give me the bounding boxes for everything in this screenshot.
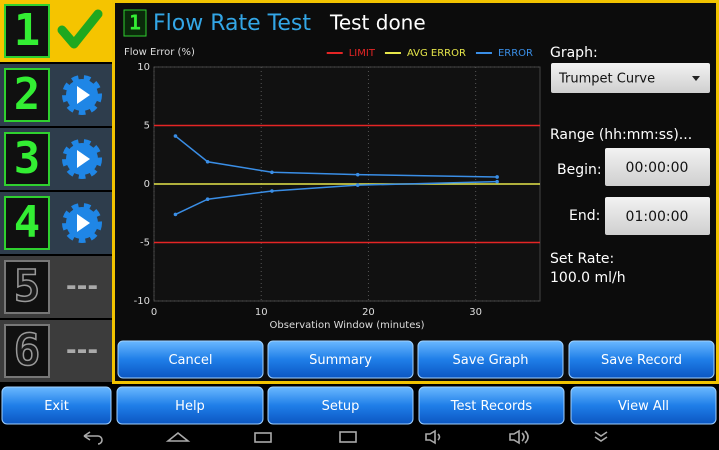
- rate-value: 100.0 ml/h: [550, 270, 626, 286]
- play-icon: [77, 86, 90, 104]
- step-digit-box: [4, 4, 50, 58]
- nav-vol-up[interactable]: [509, 429, 529, 445]
- y-tick-label: 0: [144, 179, 150, 190]
- step-digit-box: [4, 196, 50, 250]
- button-label[interactable]: View All: [618, 399, 669, 414]
- nav-recent[interactable]: [254, 432, 272, 443]
- x-tick-label: 0: [151, 307, 157, 318]
- button[interactable]: [417, 340, 564, 379]
- nav-hide[interactable]: [594, 431, 608, 442]
- step-digit: 3: [14, 133, 41, 184]
- end-label: End:: [569, 208, 600, 224]
- point: [270, 189, 274, 193]
- legend-label: AVG ERROR: [407, 48, 466, 59]
- point: [173, 212, 178, 217]
- step-number: 1: [129, 11, 141, 35]
- begin-field[interactable]: [605, 148, 710, 186]
- step-digit-box: [4, 260, 50, 314]
- graph-label: Graph:: [550, 45, 598, 61]
- y-tick-label: -10: [134, 296, 150, 307]
- nav-vol-down[interactable]: [425, 429, 441, 445]
- button[interactable]: [267, 340, 414, 379]
- y-tick-label: 5: [144, 121, 150, 132]
- graph-dropdown[interactable]: [551, 63, 710, 93]
- button[interactable]: [267, 386, 414, 425]
- x-tick-label: 30: [469, 307, 482, 318]
- button[interactable]: [1, 386, 112, 425]
- button[interactable]: [418, 386, 565, 425]
- step-digit: 2: [14, 69, 41, 120]
- y-tick-label: 10: [137, 62, 150, 73]
- point: [355, 172, 360, 177]
- button-label[interactable]: Summary: [309, 353, 372, 368]
- button-label[interactable]: Exit: [44, 399, 69, 414]
- button-label[interactable]: Help: [175, 399, 205, 414]
- nav-screenshot[interactable]: [339, 431, 357, 443]
- x-tick-label: 10: [255, 307, 268, 318]
- nav-bar: [83, 429, 608, 445]
- button-label[interactable]: Save Record: [601, 353, 682, 368]
- step-digit: 4: [14, 197, 41, 248]
- button[interactable]: [570, 386, 717, 425]
- point: [205, 159, 210, 164]
- title: Flow Rate Test: [153, 11, 311, 36]
- end-value[interactable]: 01:00:00: [626, 209, 689, 225]
- rate-label: Set Rate:: [550, 251, 614, 267]
- point: [495, 179, 499, 184]
- range-label: Range (hh:mm:ss)...: [550, 127, 692, 143]
- graph-value[interactable]: Trumpet Curve: [558, 72, 655, 87]
- legend-label: LIMIT: [349, 48, 376, 59]
- step-label: ---: [66, 272, 98, 302]
- button-label[interactable]: Setup: [322, 399, 360, 414]
- check-icon: [57, 9, 103, 49]
- play-icon: [77, 150, 90, 168]
- y-tick-label: -5: [140, 238, 150, 249]
- step-digit: 1: [14, 5, 41, 56]
- button-label[interactable]: Save Graph: [453, 353, 529, 368]
- step-digit-box: [4, 324, 50, 378]
- point: [495, 175, 499, 179]
- step-digit-box: [4, 132, 50, 186]
- point: [355, 183, 360, 187]
- status: Test done: [329, 11, 426, 35]
- step-label: ---: [66, 336, 98, 366]
- step-digit: 6: [14, 325, 41, 376]
- nav-home[interactable]: [165, 431, 191, 442]
- nav-back[interactable]: [83, 431, 103, 445]
- button[interactable]: [116, 386, 264, 425]
- button[interactable]: [117, 340, 264, 379]
- button[interactable]: [568, 340, 715, 379]
- step-digit: 5: [14, 261, 41, 312]
- play-icon: [77, 214, 90, 232]
- chart-title: Flow Error (%): [124, 47, 195, 58]
- legend-label: ERROR: [498, 48, 533, 59]
- point: [173, 134, 178, 138]
- end-field[interactable]: [605, 197, 710, 235]
- button-label[interactable]: Cancel: [168, 353, 212, 368]
- point: [205, 197, 210, 202]
- button-label[interactable]: Test Records: [450, 399, 533, 414]
- step-digit-box: [4, 68, 50, 122]
- begin-label: Begin:: [557, 162, 602, 178]
- dropdown-arrow: [692, 76, 700, 81]
- step-badge: [123, 9, 147, 37]
- begin-value[interactable]: 00:00:00: [626, 160, 689, 176]
- point: [270, 170, 274, 175]
- x-tick-label: 20: [362, 307, 375, 318]
- x-axis-label: Observation Window (minutes): [270, 320, 425, 331]
